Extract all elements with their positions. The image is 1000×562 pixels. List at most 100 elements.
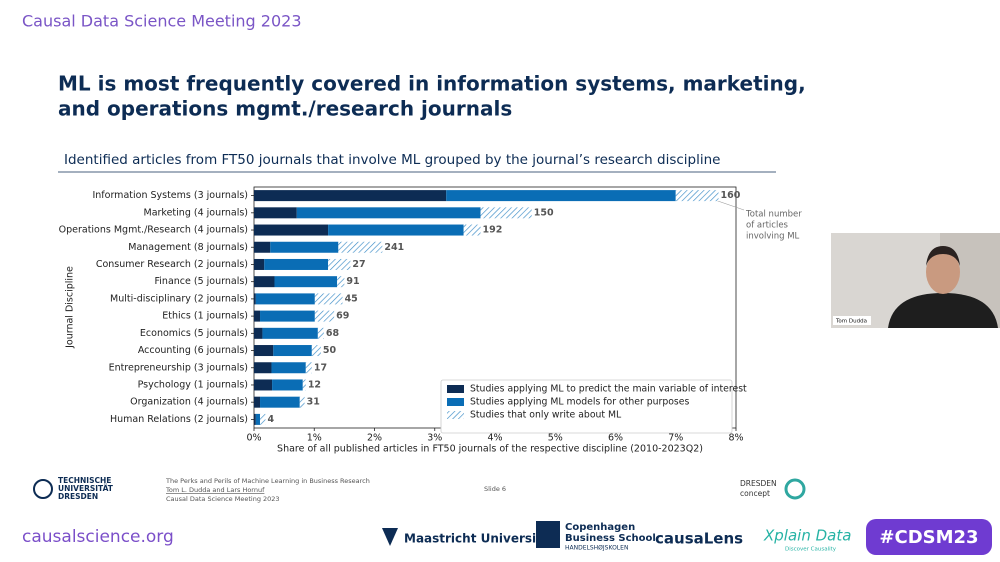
talk-info: The Perks and Perils of Machine Learning… — [165, 477, 370, 485]
article-count: 31 — [307, 397, 320, 408]
bar-segment — [328, 258, 351, 270]
talk-info: Tom L. Dudda and Lars Hornuf — [165, 486, 265, 494]
dresden-concept: concept — [740, 489, 770, 498]
article-count: 150 — [534, 207, 554, 218]
x-tick-label: 2% — [367, 433, 382, 444]
article-count: 160 — [721, 190, 741, 201]
hashtag: #CDSM23 — [879, 527, 978, 548]
participant-name: Tom Dudda — [835, 319, 867, 325]
bar-segment — [305, 362, 312, 374]
x-tick-label: 6% — [608, 433, 623, 444]
site: causalscience.org — [22, 527, 174, 547]
bar-segment — [446, 190, 676, 202]
university: DRESDEN — [58, 492, 98, 501]
talk-info: Causal Data Science Meeting 2023 — [166, 495, 280, 503]
bar-segment — [338, 241, 383, 253]
x-tick-label: 3% — [427, 433, 442, 444]
bar-segment — [254, 224, 329, 236]
bar-segment — [254, 241, 271, 253]
dresden-logo — [784, 478, 806, 500]
sponsor: Copenhagen — [565, 522, 635, 533]
annotation: involving ML — [746, 232, 800, 242]
article-count: 45 — [345, 293, 358, 304]
bar-segment — [254, 310, 261, 322]
university: UNIVERSITÄT — [58, 484, 114, 493]
y-tick-label: Consumer Research (2 journals) — [96, 259, 248, 270]
x-tick-label: 5% — [548, 433, 563, 444]
article-count: 68 — [326, 328, 340, 339]
annotation: of articles — [746, 221, 789, 231]
name-tag — [833, 316, 871, 325]
maastricht-logo — [382, 528, 398, 546]
hashtag-box — [866, 519, 992, 555]
bar-segment — [254, 362, 272, 374]
article-count: 4 — [267, 414, 274, 425]
article-count: 12 — [308, 379, 321, 390]
slide-title: and operations mgmt./research journals — [58, 97, 512, 121]
bar-segment — [260, 413, 266, 425]
x-tick-label: 4% — [487, 433, 502, 444]
slide-number: Slide 6 — [484, 485, 506, 493]
sponsor: causaLens — [655, 530, 743, 548]
bar-segment — [255, 413, 261, 425]
article-count: 27 — [352, 259, 365, 270]
university: TECHNISCHE — [58, 476, 111, 485]
bar-segment — [254, 327, 263, 339]
article-count: 91 — [346, 276, 359, 287]
bar-segment — [270, 241, 339, 253]
bar-segment — [262, 327, 318, 339]
bar-segment — [254, 413, 256, 425]
sponsor: Discover Causality — [785, 547, 837, 553]
bar-segment — [271, 362, 306, 374]
y-tick-label: Management (8 journals) — [128, 242, 248, 253]
bar-segment — [480, 207, 532, 219]
sponsor: Business School — [565, 533, 656, 544]
y-axis-label: Journal Discipline — [65, 266, 76, 349]
x-axis-label: Share of all published articles in FT50 … — [277, 444, 703, 455]
x-tick-label: 8% — [728, 433, 743, 444]
sponsor: Xplain Data — [763, 527, 851, 545]
y-tick-label: Human Relations (2 journals) — [110, 414, 248, 425]
x-tick-label: 1% — [307, 433, 322, 444]
sponsor: Maastricht University — [404, 532, 550, 546]
cbs-logo — [536, 521, 560, 548]
person-head — [926, 250, 960, 294]
chart: Share of all published articles in FT50 … — [59, 186, 802, 455]
legend-swatch — [447, 398, 464, 406]
article-count: 241 — [384, 242, 404, 253]
bar-segment — [254, 190, 447, 202]
bar-segment — [311, 345, 321, 357]
bar-segment — [463, 224, 481, 236]
bar-segment — [317, 327, 324, 339]
y-tick-label: Information Systems (3 journals) — [92, 190, 248, 201]
y-tick-label: Psychology (1 journals) — [138, 379, 248, 390]
bar-segment — [675, 190, 719, 202]
y-tick-label: Marketing (4 journals) — [144, 207, 249, 218]
bar-segment — [254, 396, 261, 408]
bar-segment — [314, 293, 343, 305]
bar-segment — [337, 276, 345, 288]
y-tick-label: Accounting (6 journals) — [138, 345, 248, 356]
y-tick-label: Entrepreneurship (3 journals) — [109, 362, 248, 373]
bar-segment — [254, 207, 297, 219]
article-count: 69 — [336, 311, 349, 322]
bar-segment — [254, 293, 256, 305]
legend-label: Studies that only write about ML — [470, 410, 622, 421]
y-tick-label: Multi-disciplinary (2 journals) — [110, 293, 248, 304]
article-count: 192 — [483, 225, 503, 236]
y-tick-label: Operations Mgmt./Research (4 journals) — [59, 225, 248, 236]
dresden-concept: DRESDEN — [740, 479, 777, 488]
y-tick-label: Organization (4 journals) — [130, 397, 248, 408]
bar-segment — [260, 396, 300, 408]
y-tick-label: Ethics (1 journals) — [162, 311, 248, 322]
bar-segment — [254, 258, 265, 270]
legend-label: Studies applying ML to predict the main … — [470, 384, 747, 395]
person-body — [888, 293, 998, 328]
bar-segment — [272, 379, 303, 391]
sponsor: HANDELSHØJSKOLEN — [565, 545, 628, 552]
legend-swatch — [447, 411, 464, 419]
y-tick-label: Finance (5 journals) — [155, 276, 248, 287]
bar-segment — [254, 276, 275, 288]
bar-segment — [299, 396, 305, 408]
